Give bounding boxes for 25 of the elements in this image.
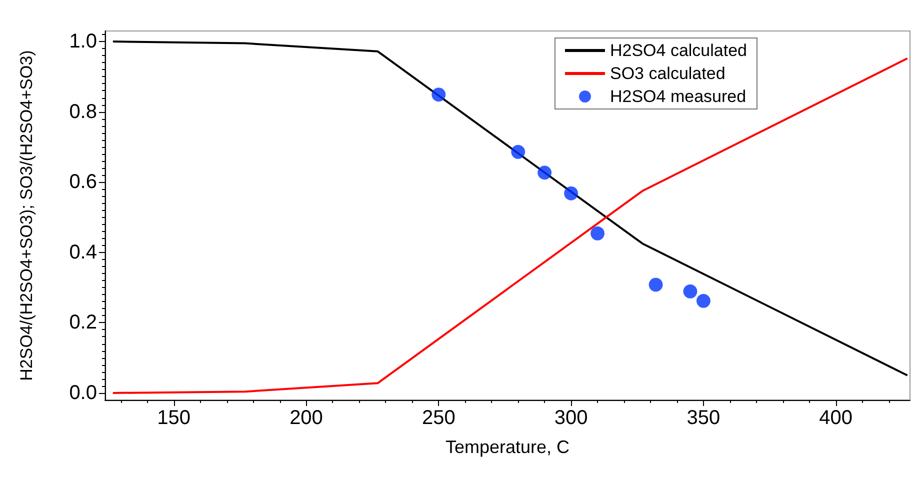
y-tick-label: 0.2 xyxy=(69,312,97,334)
y-tick-label: 0.8 xyxy=(69,100,97,123)
legend-label: SO3 calculated xyxy=(610,64,726,83)
point xyxy=(648,278,663,292)
x-tick-label: 350 xyxy=(686,407,720,429)
x-tick-label: 150 xyxy=(157,407,191,429)
point xyxy=(511,144,526,159)
y-axis-title: H2SO4/(H2SO4+SO3); SO3/(H2SO4+SO3) xyxy=(17,50,36,381)
point xyxy=(538,166,552,180)
y-tick-label: 0.6 xyxy=(69,171,97,194)
x-tick-label: 250 xyxy=(422,407,456,429)
point xyxy=(564,186,578,200)
point xyxy=(590,226,605,240)
point xyxy=(683,284,698,298)
x-tick-label: 300 xyxy=(554,407,588,429)
point xyxy=(696,294,710,308)
x-axis-title: Temperature, C xyxy=(445,437,570,457)
x-tick-label: 200 xyxy=(290,407,323,429)
x-tick-label: 400 xyxy=(819,407,853,429)
y-tick-label: 0.0 xyxy=(69,382,97,404)
y-tick-label: 0.4 xyxy=(69,241,97,264)
legend-label: H2SO4 calculated xyxy=(610,41,748,60)
legend-label: H2SO4 measured xyxy=(610,87,746,106)
y-tick-label: 1.0 xyxy=(69,30,97,53)
point xyxy=(432,88,446,102)
